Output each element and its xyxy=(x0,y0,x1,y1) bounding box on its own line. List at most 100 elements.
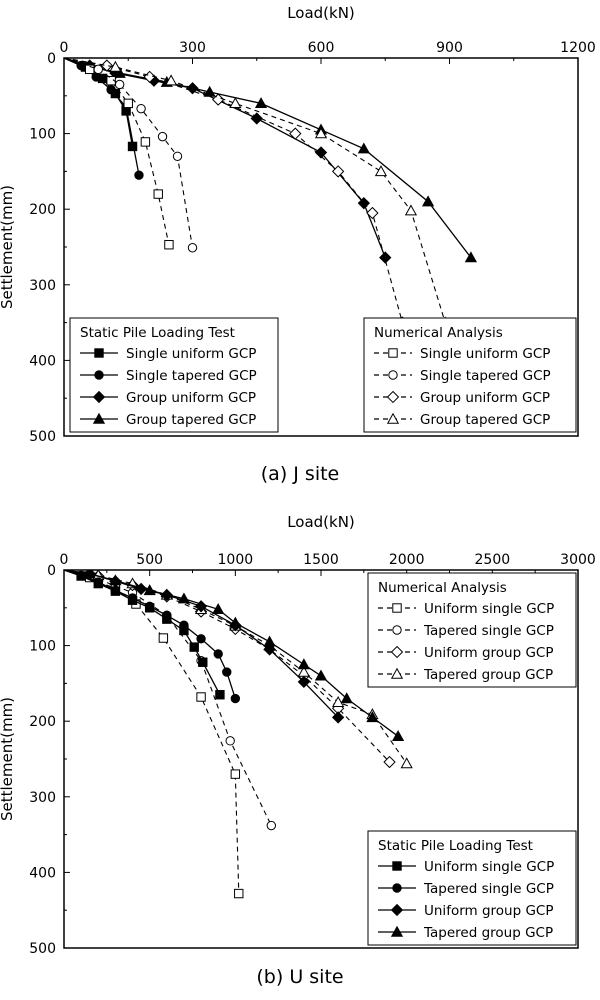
data-point xyxy=(230,693,241,704)
y-tick-label: 400 xyxy=(29,353,56,369)
data-point xyxy=(464,251,478,263)
legend-entry: Single uniform GCP xyxy=(126,346,256,362)
data-point xyxy=(297,658,310,670)
legend-entry: Uniform group GCP xyxy=(424,903,553,919)
data-point xyxy=(404,204,418,216)
y-tick-label: 0 xyxy=(47,563,56,579)
legend-entry: Group tapered GCP xyxy=(126,412,256,428)
data-point xyxy=(157,131,168,142)
data-point xyxy=(297,675,311,689)
legend-marker xyxy=(390,903,404,917)
data-point xyxy=(106,85,116,95)
data-point xyxy=(225,736,235,746)
y-tick-label: 500 xyxy=(29,941,56,957)
data-point xyxy=(189,642,199,652)
x-axis-label: Load(kN) xyxy=(287,4,355,22)
data-point xyxy=(374,165,388,177)
series-line xyxy=(64,570,272,826)
plot-area xyxy=(64,570,413,899)
data-point xyxy=(289,127,302,140)
legend-entry: Group uniform GCP xyxy=(126,390,256,406)
data-point xyxy=(83,570,96,579)
series-line xyxy=(64,570,240,894)
data-point xyxy=(400,757,413,769)
chart-j-site: 0 300 600 900 1200 0 100 200 300 400 500 Load(kN) Se… xyxy=(0,4,596,445)
x-tick-label: 300 xyxy=(179,40,206,56)
data-point xyxy=(164,74,178,86)
data-point xyxy=(331,711,345,724)
series-numerical-7 xyxy=(64,58,452,328)
chart-panel-j-site: 0 300 600 900 1200 0 100 200 300 400 500 Load(kN) Se… xyxy=(0,4,596,445)
x-tick-label: 900 xyxy=(436,40,463,56)
y-tick-label: 400 xyxy=(29,865,56,881)
x-tick-label: 2500 xyxy=(475,552,511,568)
legend-entry: Single uniform GCP xyxy=(420,346,550,362)
legend-marker xyxy=(390,645,404,659)
series-numerical-3 xyxy=(64,570,413,769)
legend-box xyxy=(367,572,577,688)
data-point xyxy=(229,616,242,628)
legend-marker xyxy=(388,370,398,380)
data-point xyxy=(93,577,103,587)
y-tick-label: 100 xyxy=(29,127,56,143)
data-point xyxy=(177,592,191,604)
legend-title: Numerical Analysis xyxy=(378,580,507,596)
legend-marker xyxy=(392,861,402,871)
x-tick-label: 1500 xyxy=(303,552,339,568)
y-tick-label: 200 xyxy=(29,714,56,730)
series-line xyxy=(64,58,446,323)
legend-marker xyxy=(94,370,104,380)
x-tick-label: 2000 xyxy=(389,552,425,568)
legend-marker xyxy=(390,925,404,937)
data-point xyxy=(153,189,163,199)
legend-entry: Uniform single GCP xyxy=(424,859,554,875)
data-point xyxy=(196,634,206,644)
series-line xyxy=(64,58,194,248)
data-point xyxy=(172,151,183,161)
data-point xyxy=(383,755,396,769)
chart-panel-u-site: 0 500 1000 1500 2000 2500 3000 0 100 200 300 400 500… xyxy=(0,505,600,996)
data-point xyxy=(198,657,208,667)
data-point xyxy=(140,137,151,147)
data-point xyxy=(187,243,198,253)
legend-title: Static Pile Loading Test xyxy=(80,325,235,341)
data-point xyxy=(314,669,328,681)
series-numerical-4 xyxy=(64,58,174,250)
data-point xyxy=(93,64,103,75)
legend-entry: Tapered single GCP xyxy=(423,881,554,897)
series-test-7 xyxy=(64,570,405,742)
data-point xyxy=(100,59,114,72)
x-tick-label: 500 xyxy=(136,552,163,568)
data-point xyxy=(366,206,379,220)
data-point xyxy=(234,888,244,899)
data-point xyxy=(144,601,155,611)
chart-u-site: 0 500 1000 1500 2000 2500 3000 0 100 200 300 400 500… xyxy=(0,513,596,957)
data-point xyxy=(127,593,138,603)
data-point xyxy=(158,633,169,643)
data-point xyxy=(106,75,116,86)
x-tick-label: 1000 xyxy=(218,552,254,568)
y-axis-label: Settlement(mm) xyxy=(0,185,16,309)
data-point xyxy=(230,769,241,779)
legend-entry: Uniform group GCP xyxy=(424,645,553,661)
legend-marker xyxy=(386,390,400,404)
legend-bottom-right: Numerical Analysis Single uniform GCP Sing… xyxy=(363,317,577,433)
x-axis-label: Load(kN) xyxy=(287,513,355,531)
y-tick-label: 0 xyxy=(47,51,56,67)
legend-entry: Tapered group GCP xyxy=(423,925,553,941)
y-tick-label: 300 xyxy=(29,790,56,806)
data-point xyxy=(109,60,122,72)
y-tick-label: 500 xyxy=(29,429,56,445)
data-point xyxy=(143,584,156,596)
data-point xyxy=(222,667,232,677)
data-point xyxy=(113,66,126,78)
y-tick-label: 200 xyxy=(29,202,56,218)
series-numerical-5 xyxy=(64,58,198,253)
x-tick-label: 3000 xyxy=(560,552,596,568)
y-axis-label: Settlement(mm) xyxy=(0,697,16,821)
series-numerical-1 xyxy=(64,570,277,831)
legend-title: Numerical Analysis xyxy=(374,325,503,341)
legend-marker xyxy=(392,603,402,613)
legend-box xyxy=(363,317,577,433)
caption-j-site: (a) J site xyxy=(260,463,340,485)
